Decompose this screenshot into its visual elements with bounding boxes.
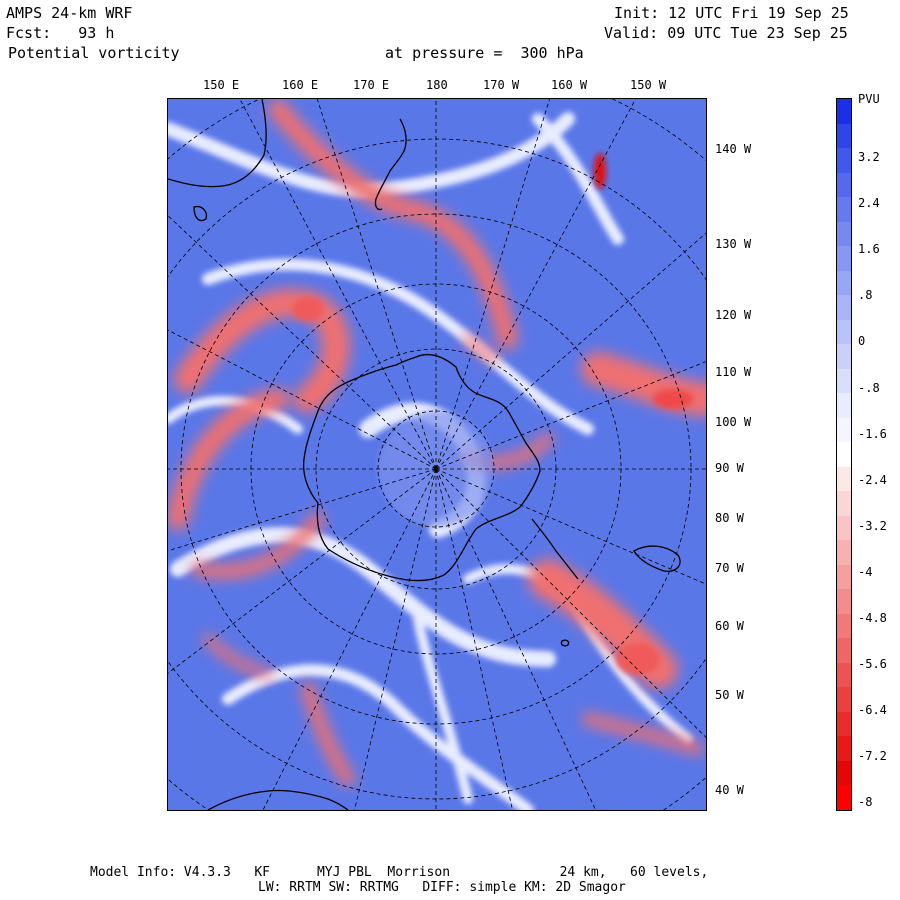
colorbar-swatch [837,295,851,321]
field-name: Potential vorticity [8,44,180,62]
antarctica-coast [302,353,541,582]
colorbar-swatch [837,711,851,737]
colorbar-label: -7.2 [858,749,887,764]
colorbar [836,98,852,811]
lon-label-right: 50 W [715,688,744,702]
lon-label-right: 80 W [715,511,744,525]
lon-label-right: 90 W [715,461,744,475]
lon-label-top: 170 E [353,78,390,92]
colorbar-swatch [837,393,851,419]
model-title: AMPS 24-km WRF [6,4,133,22]
lon-label-right: 100 W [715,415,752,429]
lon-label-right: 110 W [715,365,752,379]
colorbar-label: .8 [858,288,873,303]
pv-maxima [292,153,693,675]
colorbar-label: -.8 [858,380,880,395]
lon-label-right: 60 W [715,619,744,633]
colorbar-label: -2.4 [858,472,887,487]
colorbar-swatch [837,148,851,174]
colorbar-swatch [837,638,851,664]
colorbar-swatch [837,466,851,492]
colorbar-swatch [837,662,851,688]
lon-label-right: 70 W [715,561,744,575]
new-zealand [374,118,407,211]
longitude-lines [168,99,706,810]
colorbar-swatch [837,515,851,541]
colorbar-swatch [837,491,851,517]
colorbar-swatch [837,785,851,811]
colorbar-label: -8 [858,795,873,810]
colorbar-swatch [837,221,851,247]
south-america-coast [531,518,579,580]
colorbar-swatch [837,270,851,296]
australia-coast [168,99,267,188]
falklands [633,545,681,572]
lon-label-top: 150 W [630,78,667,92]
pv-map [167,98,707,811]
colorbar-swatch [837,613,851,639]
lon-label-top: 150 E [203,78,240,92]
colorbar-swatch [837,540,851,566]
colorbar-swatch [837,246,851,272]
lon-label-right: 120 W [715,308,752,322]
colorbar-swatch [837,736,851,762]
lon-label-top: 160 W [551,78,588,92]
valid-time: Valid: 09 UTC Tue 23 Sep 25 [604,24,848,42]
south-georgia [560,639,570,647]
colorbar-label: -6.4 [858,703,887,718]
colorbar-swatch [837,564,851,590]
pv-map-graphic [168,99,706,810]
colorbar-swatch [837,442,851,468]
lon-label-top: 160 E [282,78,319,92]
lon-label-right: 140 W [715,142,752,156]
colorbar-label: 0 [858,334,866,349]
colorbar-swatch [837,123,851,149]
colorbar-swatch [837,368,851,394]
forecast-hour: Fcst: 93 h [6,24,115,42]
colorbar-swatch [837,760,851,786]
model-info-line1: Model Info: V4.3.3 KF MYJ PBL Morrison 2… [90,865,709,880]
model-info-line2: LW: RRTM SW: RRTMG DIFF: simple KM: 2D S… [258,880,626,895]
tasmania [193,205,208,222]
coastlines [168,99,681,810]
lon-label-right: 40 W [715,783,744,797]
colorbar-swatch [837,344,851,370]
colorbar-label: -3.2 [858,518,887,533]
colorbar-swatch [837,589,851,615]
colorbar-unit: PVU [858,92,880,106]
init-time: Init: 12 UTC Fri 19 Sep 25 [614,4,849,22]
pressure-level: at pressure = 300 hPa [385,44,584,62]
colorbar-label: -4 [858,564,873,579]
colorbar-swatch [837,319,851,345]
colorbar-label: -4.8 [858,611,887,625]
colorbar-label: -1.6 [858,426,887,441]
colorbar-swatch [837,417,851,443]
colorbar-label: 3.2 [858,150,880,164]
lon-label-top: 170 W [483,78,520,92]
colorbar-swatch [837,99,851,125]
colorbar-label: -5.6 [858,657,887,672]
colorbar-swatch [837,197,851,223]
colorbar-swatch [837,172,851,198]
lon-label-top: 180 [426,78,448,92]
colorbar-swatch [837,687,851,713]
colorbar-label: 2.4 [858,196,880,211]
lon-label-right: 130 W [715,237,752,251]
southern-africa-coast [207,789,349,810]
colorbar-label: 1.6 [858,242,880,257]
